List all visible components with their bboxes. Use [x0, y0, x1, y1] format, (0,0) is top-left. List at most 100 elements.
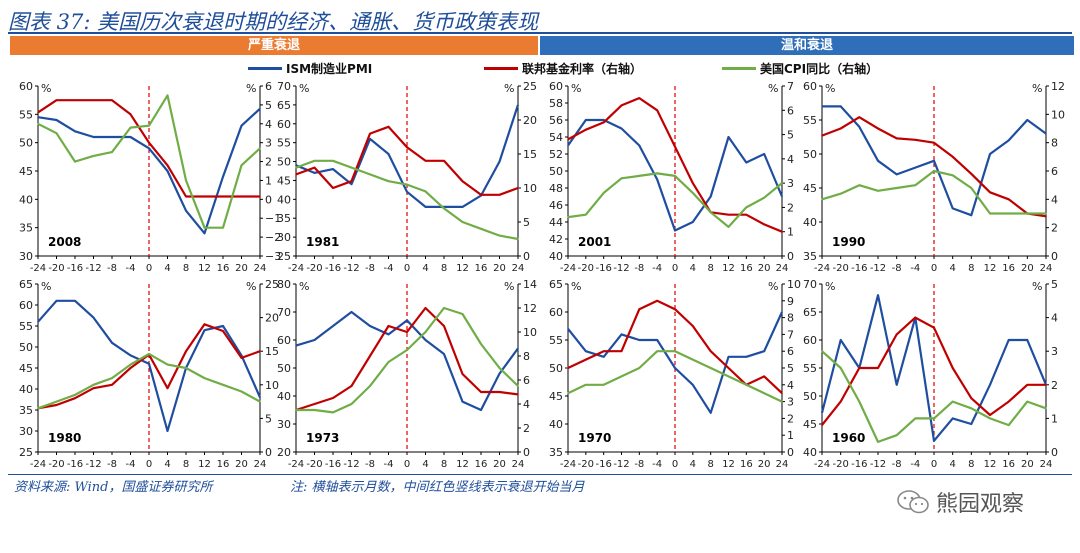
- data-point-pmi: [821, 412, 823, 414]
- data-point-cpi: [895, 187, 898, 189]
- data-point-pmi: [166, 430, 169, 432]
- right-unit: %: [768, 82, 778, 95]
- x-tick-label: 8: [183, 459, 189, 470]
- data-point-cpi: [517, 238, 519, 240]
- data-point-cpi: [656, 350, 658, 353]
- data-point-cpi: [387, 180, 390, 182]
- data-point-fed: [37, 111, 39, 114]
- data-point-pmi: [745, 161, 748, 164]
- data-point-cpi: [111, 151, 113, 153]
- data-point-fed: [332, 187, 334, 189]
- data-point-cpi: [424, 190, 427, 193]
- data-point-fed: [406, 331, 408, 333]
- data-point-fed: [951, 156, 954, 158]
- x-tick-label: -8: [634, 263, 644, 274]
- x-tick-label: 24: [512, 459, 525, 470]
- x-tick-label: 16: [475, 459, 488, 470]
- data-point-pmi: [295, 344, 297, 347]
- footer-source: 资料来源: Wind，国盛证券研究所: [14, 480, 213, 495]
- left-tick-label: 40: [549, 250, 563, 263]
- data-point-fed: [858, 367, 861, 369]
- data-point-pmi: [92, 316, 95, 319]
- data-point-cpi: [763, 196, 765, 199]
- left-tick-label: 58: [549, 97, 563, 110]
- x-tick-label: 24: [512, 263, 525, 274]
- data-point-pmi: [709, 412, 712, 414]
- left-tick-label: 20: [277, 446, 291, 459]
- data-point-pmi: [424, 339, 427, 341]
- data-point-pmi: [480, 409, 482, 411]
- data-point-cpi: [585, 213, 587, 216]
- data-point-cpi: [295, 166, 297, 169]
- right-tick-label: 1: [1051, 412, 1058, 425]
- data-point-fed: [111, 384, 113, 386]
- left-tick-label: 50: [549, 362, 563, 375]
- data-point-fed: [895, 137, 898, 140]
- data-point-cpi: [727, 226, 730, 228]
- x-tick-label: -20: [832, 459, 848, 470]
- data-point-fed: [387, 325, 390, 327]
- data-point-fed: [424, 160, 427, 162]
- x-tick-label: 20: [493, 263, 506, 274]
- data-point-fed: [443, 325, 445, 327]
- x-tick-label: 20: [493, 459, 506, 470]
- data-point-cpi: [111, 377, 113, 379]
- data-point-fed: [461, 180, 464, 182]
- right-unit: %: [768, 280, 778, 293]
- left-tick-label: 65: [19, 278, 33, 291]
- x-tick-label: 4: [949, 263, 955, 274]
- data-point-cpi: [781, 400, 783, 403]
- data-point-fed: [111, 99, 113, 101]
- data-point-fed: [656, 109, 658, 112]
- data-point-cpi: [709, 367, 712, 369]
- right-tick-label: 0: [787, 446, 794, 459]
- data-point-cpi: [858, 184, 861, 186]
- x-tick-label: -16: [67, 459, 83, 470]
- right-tick-label: 0: [523, 250, 530, 263]
- watermark-text: 熊园观察: [936, 492, 1025, 517]
- right-tick-label: 14: [523, 278, 537, 291]
- data-point-pmi: [567, 144, 569, 147]
- x-tick-label: -8: [892, 459, 902, 470]
- x-tick-label: -16: [595, 459, 611, 470]
- data-point-pmi: [727, 136, 730, 138]
- data-point-pmi: [406, 190, 408, 193]
- right-tick-label: 2: [787, 201, 794, 214]
- x-tick-label: -16: [851, 459, 867, 470]
- data-point-cpi: [332, 160, 334, 162]
- x-tick-label: 8: [968, 459, 974, 470]
- data-point-fed: [480, 194, 482, 196]
- x-tick-label: 24: [254, 459, 267, 470]
- x-tick-label: -20: [832, 263, 848, 274]
- data-point-pmi: [461, 400, 464, 403]
- x-tick-label: -12: [343, 459, 359, 470]
- data-point-pmi: [203, 232, 206, 235]
- left-tick-label: 35: [803, 250, 817, 263]
- left-unit: %: [825, 82, 835, 95]
- data-point-pmi: [567, 328, 569, 330]
- right-tick-label: 10: [523, 182, 537, 195]
- data-point-pmi: [166, 170, 169, 172]
- data-point-fed: [313, 403, 316, 405]
- data-point-cpi: [692, 192, 694, 194]
- data-point-pmi: [129, 354, 132, 357]
- x-tick-label: -4: [384, 263, 394, 274]
- data-point-pmi: [148, 363, 150, 365]
- legend-item-fed: 联邦基金利率（右轴）: [484, 60, 642, 77]
- data-point-cpi: [461, 221, 464, 223]
- left-tick-label: 70: [277, 80, 291, 93]
- x-tick-label: 24: [1040, 459, 1053, 470]
- left-tick-label: 45: [803, 418, 817, 431]
- data-point-fed: [222, 330, 224, 332]
- data-point-pmi: [839, 105, 842, 108]
- data-point-pmi: [585, 350, 587, 353]
- data-point-cpi: [129, 363, 132, 366]
- data-point-fed: [763, 223, 765, 226]
- data-point-fed: [480, 391, 482, 393]
- data-point-cpi: [332, 411, 334, 414]
- data-point-cpi: [166, 363, 169, 366]
- right-unit: %: [246, 280, 256, 293]
- right-tick-label: 8: [1051, 137, 1058, 150]
- left-tick-label: 35: [277, 212, 291, 225]
